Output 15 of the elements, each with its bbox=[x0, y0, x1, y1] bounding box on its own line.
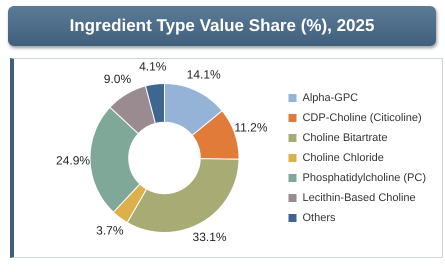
data-label: 11.2% bbox=[234, 120, 268, 134]
data-label: 24.9% bbox=[56, 153, 90, 168]
legend-label: Lecithin-Based Choline bbox=[302, 192, 416, 204]
data-label: 4.1% bbox=[139, 60, 167, 74]
chart-title: Ingredient Type Value Share (%), 2025 bbox=[8, 6, 436, 46]
data-label: 9.0% bbox=[104, 72, 132, 86]
legend-label: Others bbox=[302, 212, 336, 224]
data-label: 33.1% bbox=[192, 230, 227, 244]
legend-label: Choline Bitartrate bbox=[302, 132, 388, 144]
legend-label: CDP-Choline (Citicoline) bbox=[302, 112, 422, 124]
legend-label: Alpha-GPC bbox=[302, 92, 358, 104]
legend-label: Phosphatidylcholine (PC) bbox=[302, 172, 426, 184]
data-label: 14.1% bbox=[186, 68, 222, 82]
data-label: 3.7% bbox=[96, 224, 124, 238]
legend-label: Choline Chloride bbox=[302, 152, 384, 164]
